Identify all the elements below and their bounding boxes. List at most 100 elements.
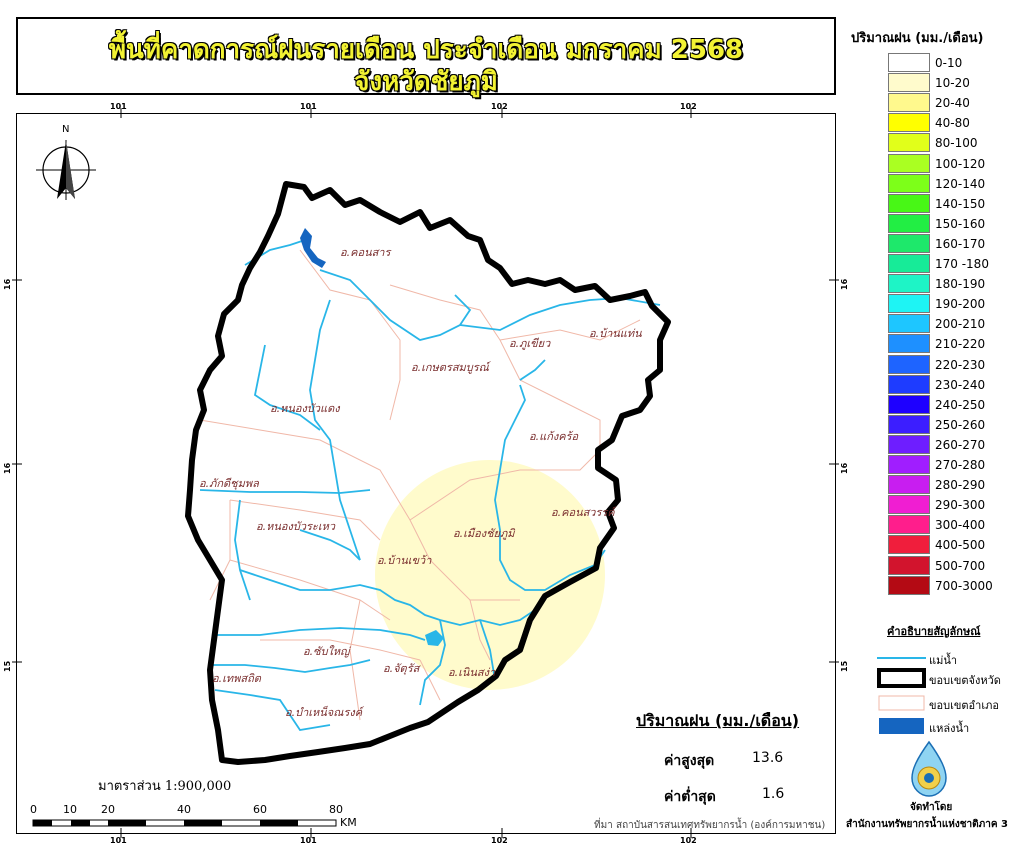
legend-class-row: 260-270	[888, 434, 1024, 455]
legend-swatch	[888, 93, 930, 113]
amphoe-label: อ.หนองบัวระเหว	[256, 520, 336, 533]
legend-class-label: 290-300	[935, 498, 986, 513]
legend-swatch	[888, 475, 930, 495]
scale-tick: 40	[177, 803, 191, 816]
legend-swatch	[888, 394, 930, 414]
legend-class-row: 210-220	[888, 334, 1024, 354]
producer-label: จัดทำโดย	[910, 802, 953, 813]
map-title-box: พื้นที่คาดการณ์ฝนรายเดือน ประจำเดือน มกร…	[16, 17, 836, 97]
legend-class-row: 200-210	[888, 314, 1024, 334]
legend-swatch	[888, 455, 930, 474]
legend-class-label: 230-240	[935, 377, 986, 392]
legend-class-row: 290-300	[888, 495, 1024, 515]
legend-class-label: 20-40	[935, 96, 970, 111]
amphoe-label: อ.เกษตรสมบูรณ์	[411, 361, 489, 374]
scale-tick: 60	[253, 803, 267, 816]
district-boundaries	[199, 249, 641, 721]
producer-name: สำนักงานทรัพยากรน้ำแห่งชาติภาค 3	[846, 819, 1009, 830]
legend-class-row: 120-140	[888, 173, 1024, 194]
north-label: N	[62, 124, 70, 135]
legend-class-row: 40-80	[888, 113, 1024, 133]
legend-swatch	[888, 133, 930, 153]
legend-class-label: 500-700	[935, 558, 986, 573]
legend-class-row: 100-120	[888, 153, 1024, 174]
legend-swatch	[888, 434, 930, 454]
waterbody-small	[425, 630, 444, 646]
north-arrow-icon	[36, 140, 96, 200]
legend-title: ปริมาณฝน (มม./เดือน)	[851, 31, 984, 46]
key-label: แม่น้ำ	[929, 654, 958, 667]
legend-swatch	[888, 113, 930, 133]
grid-tick-top: 102	[491, 102, 508, 111]
amphoe-label: อ.หนองบัวแดง	[270, 402, 340, 415]
data-source: ที่มา สถาบันสารสนเทศทรัพยากรน้ำ (องค์การ…	[594, 820, 826, 831]
legend-class-label: 0-10	[935, 56, 963, 70]
legend-class-row: 220-230	[888, 354, 1024, 375]
waterbody-ubol-ratana	[300, 228, 326, 268]
scale-tick: 0	[30, 803, 37, 816]
legend-class-row: 230-240	[888, 374, 1024, 395]
grid-tick-marks	[12, 108, 839, 838]
scale-bar	[32, 819, 337, 827]
amphoe-label: อ.แก้งคร้อ	[529, 430, 579, 443]
grid-tick-bottom: 101	[300, 836, 317, 845]
amphoe-label: อ.คอนสวรรค์	[551, 506, 615, 519]
key-label: ขอบเขตอำเภอ	[929, 699, 999, 712]
legend-class-label: 400-500	[935, 538, 986, 553]
legend-swatch	[888, 575, 930, 595]
amphoe-label: อ.คอนสาร	[340, 246, 391, 259]
legend-swatch	[888, 213, 930, 233]
legend-class-row: 240-250	[888, 394, 1024, 415]
legend-class-label: 200-210	[935, 317, 986, 332]
scale-tick: 10	[63, 803, 77, 816]
legend-class-row: 300-400	[888, 515, 1024, 535]
amphoe-label: อ.เทพสถิต	[212, 672, 261, 685]
stat-min-value: 1.6	[762, 786, 785, 802]
amphoe-label: อ.บ้านแท่น	[589, 327, 642, 340]
stat-min-label: ค่าต่ำสุด	[664, 789, 716, 805]
legend-class-label: 190-200	[935, 297, 986, 312]
legend-swatch	[888, 314, 930, 334]
agency-logo-icon	[911, 740, 947, 797]
key-waterbody-symbol	[879, 718, 924, 734]
legend-class-label: 280-290	[935, 478, 986, 493]
amphoe-label: อ.ภูเขียว	[509, 337, 551, 350]
legend-class-label: 150-160	[935, 216, 986, 231]
legend-class-row: 80-100	[888, 133, 1024, 153]
stat-max-value: 13.6	[752, 750, 784, 766]
grid-tick-bottom: 102	[680, 836, 697, 845]
legend-swatch	[888, 153, 930, 173]
key-label: แหล่งน้ำ	[929, 722, 970, 735]
legend-swatch	[888, 414, 930, 434]
legend-class-row: 190-200	[888, 294, 1024, 314]
legend-swatch	[888, 254, 930, 273]
legend-class-row: 0-10	[888, 53, 1024, 73]
map-frame	[16, 113, 836, 834]
legend-swatch	[888, 274, 930, 294]
legend-class-label: 170 -180	[935, 257, 989, 271]
grid-tick-top: 101	[300, 102, 317, 111]
scale-ratio: มาตราส่วน 1:900,000	[98, 779, 232, 794]
scale-unit: KM	[340, 816, 357, 829]
legend-swatch	[888, 334, 930, 354]
legend-swatch	[888, 233, 930, 253]
legend-class-row: 400-500	[888, 535, 1024, 555]
key-title: คำอธิบายสัญลักษณ์	[887, 625, 981, 638]
legend-class-row: 160-170	[888, 233, 1024, 254]
amphoe-label: อ.ภักดีชุมพล	[199, 477, 259, 490]
legend-class-row: 180-190	[888, 274, 1024, 294]
legend-class-label: 10-20	[935, 76, 970, 91]
rivers	[199, 239, 661, 731]
key-province-symbol	[877, 668, 926, 688]
legend-swatch	[888, 53, 930, 72]
amphoe-label: อ.เมืองชัยภูมิ	[453, 527, 515, 540]
legend-swatch	[888, 515, 930, 535]
legend-class-label: 700-3000	[935, 578, 993, 593]
legend-class-label: 250-260	[935, 417, 986, 432]
amphoe-label: อ.บ้านเขว้า	[377, 554, 432, 567]
scale-tick: 80	[329, 803, 343, 816]
legend-class-row: 10-20	[888, 73, 1024, 93]
legend-swatch	[888, 555, 930, 575]
legend-class-label: 180-190	[935, 277, 986, 292]
legend-class-label: 80-100	[935, 136, 978, 151]
